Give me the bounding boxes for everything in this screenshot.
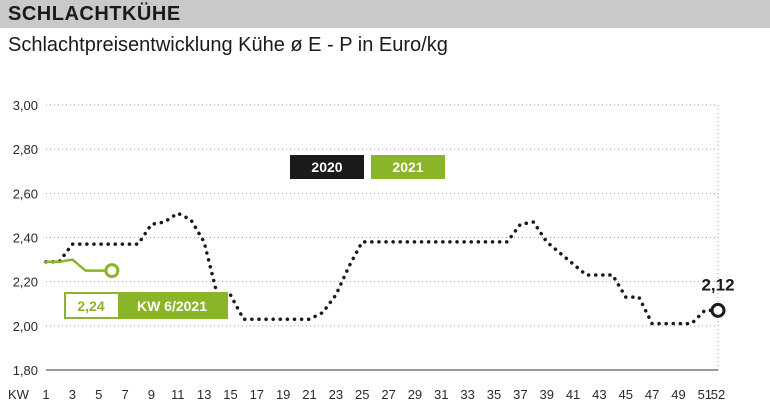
header-bar — [0, 0, 770, 28]
x-ticks: 1 3 5 7 9 11 13 15 17 19 21 23 25 27 29 31 33 35 37 39 41 43 4… — [42, 387, 725, 402]
grid — [46, 104, 719, 370]
x-tick-label: 13 — [197, 387, 211, 402]
x-tick-label: 27 — [381, 387, 395, 402]
x-tick-label: 43 — [592, 387, 606, 402]
current-week-box — [118, 293, 227, 318]
y-tick-label: 3,00 — [13, 98, 38, 113]
x-tick-label: 52 — [711, 387, 725, 402]
y-tick-label: 2,80 — [13, 142, 38, 157]
series-line-2021 — [44, 258, 114, 272]
y-tick-label: 2,40 — [13, 231, 38, 246]
current-value: 2,24 — [77, 298, 104, 314]
end-marker-2021 — [104, 263, 120, 279]
x-tick-label: 37 — [513, 387, 527, 402]
x-tick-label: 5 — [95, 387, 102, 402]
y-tick-label: 2,00 — [13, 319, 38, 334]
current-value-box: 2,24 KW 6/2021 — [64, 292, 228, 319]
x-tick-label: 17 — [250, 387, 264, 402]
x-tick-label: 25 — [355, 387, 369, 402]
legend-swatch-2021 — [371, 155, 445, 179]
legend-swatch-2020 — [290, 155, 364, 179]
legend-label-2020: 2020 — [311, 159, 342, 175]
x-tick-label: 33 — [460, 387, 474, 402]
end-value-label: 2,12 — [701, 275, 734, 294]
x-tick-label: 19 — [276, 387, 290, 402]
x-tick-label: 21 — [302, 387, 316, 402]
y-tick-label: 2,20 — [13, 275, 38, 290]
y-tick-label: 1,80 — [13, 363, 38, 378]
legend: 2020 2021 — [290, 155, 445, 179]
x-tick-label: 3 — [69, 387, 76, 402]
chart-title: Schlachtpreisentwicklung Kühe ø E - P in… — [8, 34, 448, 56]
current-week: KW 6/2021 — [137, 298, 207, 314]
x-tick-label: 45 — [619, 387, 633, 402]
legend-label-2021: 2021 — [392, 159, 423, 175]
x-tick-label: 35 — [487, 387, 501, 402]
x-tick-label: 31 — [434, 387, 448, 402]
x-tick-label: 9 — [148, 387, 155, 402]
x-axis-label: KW — [8, 387, 30, 402]
x-tick-label: 1 — [42, 387, 49, 402]
y-tick-label: 2,60 — [13, 186, 38, 201]
x-tick-label: 41 — [566, 387, 580, 402]
x-tick-label: 11 — [171, 387, 185, 402]
x-tick-label: 7 — [121, 387, 128, 402]
x-tick-label: 47 — [645, 387, 659, 402]
x-tick-label: 51 — [698, 387, 712, 402]
x-tick-label: 49 — [671, 387, 685, 402]
y-ticks: 1,80 2,00 2,20 2,40 2,60 2,80 3,00 — [13, 98, 38, 378]
x-tick-label: 29 — [408, 387, 422, 402]
x-tick-label: 39 — [539, 387, 553, 402]
page-title: SCHLACHTKÜHE — [8, 3, 181, 25]
series-2020 — [44, 211, 726, 326]
x-tick-label: 23 — [329, 387, 343, 402]
x-tick-label: 15 — [223, 387, 237, 402]
series-2021 — [44, 258, 120, 279]
end-marker-2020 — [710, 302, 726, 318]
